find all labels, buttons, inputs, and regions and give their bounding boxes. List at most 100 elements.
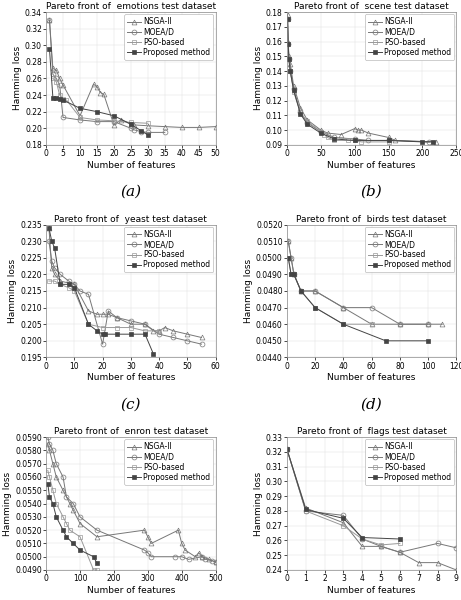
Proposed method [77,105,83,112]
PSO-based [285,16,290,23]
MOEA/D [397,320,402,328]
MOEA/D [341,304,346,311]
MOEA/D [77,116,83,124]
MOEA/D [45,434,51,441]
MOEA/D [304,119,310,127]
PSO-based [156,327,162,334]
Line: PSO-based: PSO-based [284,446,402,547]
PSO-based [94,116,100,124]
Proposed method [291,271,297,278]
NSGA-II [213,123,219,130]
NSGA-II [94,533,100,541]
MOEA/D [288,254,294,262]
MOEA/D [52,264,57,271]
Proposed method [284,445,290,452]
Proposed method [285,41,291,48]
MOEA/D [86,291,91,298]
MOEA/D [148,553,154,560]
NSGA-II [199,553,205,560]
Line: MOEA/D: MOEA/D [284,446,459,555]
Proposed method [288,67,293,74]
PSO-based [66,284,71,291]
NSGA-II [304,116,310,124]
Line: PSO-based: PSO-based [50,76,150,125]
Proposed method [298,287,304,295]
MOEA/D [341,512,346,519]
NSGA-II [151,327,156,334]
MOEA/D [298,287,304,295]
MOEA/D [66,277,71,284]
Proposed method [286,56,292,63]
NSGA-II [184,331,190,338]
Legend: NSGA-II, MOEA/D, PSO-based, Proposed method: NSGA-II, MOEA/D, PSO-based, Proposed met… [124,439,213,485]
PSO-based [369,320,374,328]
PSO-based [397,540,402,547]
MOEA/D [426,139,432,146]
PSO-based [94,566,100,574]
MOEA/D [128,125,134,132]
NSGA-II [98,89,103,96]
PSO-based [64,97,69,104]
MOEA/D [209,557,215,564]
MOEA/D [397,548,402,556]
PSO-based [91,566,96,574]
Line: PSO-based: PSO-based [285,17,391,145]
X-axis label: Number of features: Number of features [87,161,175,170]
NSGA-II [355,127,361,134]
Proposed method [313,304,318,311]
NSGA-II [142,527,147,534]
PSO-based [77,114,83,121]
MOEA/D [71,500,76,507]
MOEA/D [454,544,459,551]
NSGA-II [57,75,62,82]
NSGA-II [162,324,167,331]
NSGA-II [91,80,96,88]
Proposed method [298,110,303,118]
NSGA-II [426,320,431,328]
NSGA-II [148,540,154,547]
Y-axis label: Hamming loss: Hamming loss [254,472,263,536]
Proposed method [100,331,106,338]
PSO-based [67,527,72,534]
NSGA-II [142,320,148,328]
Proposed method [341,515,346,522]
Line: PSO-based: PSO-based [286,256,374,326]
MOEA/D [94,527,100,534]
NSGA-II [318,127,324,134]
MOEA/D [303,508,308,515]
MOEA/D [172,553,178,560]
PSO-based [128,324,134,331]
Legend: NSGA-II, MOEA/D, PSO-based, Proposed method: NSGA-II, MOEA/D, PSO-based, Proposed met… [365,227,454,272]
Proposed method [47,493,52,500]
NSGA-II [47,447,52,454]
Line: NSGA-II: NSGA-II [45,442,218,565]
MOEA/D [60,114,66,121]
Proposed method [420,139,425,146]
Line: MOEA/D: MOEA/D [286,239,431,326]
Legend: NSGA-II, MOEA/D, PSO-based, Proposed method: NSGA-II, MOEA/D, PSO-based, Proposed met… [365,439,454,485]
NSGA-II [176,527,181,534]
PSO-based [57,91,62,98]
MOEA/D [171,334,176,341]
NSGA-II [131,121,137,128]
MOEA/D [156,331,162,338]
NSGA-II [47,17,52,24]
Line: MOEA/D: MOEA/D [285,17,431,145]
MOEA/D [285,41,291,48]
Title: Pareto front of  enron test dataset: Pareto front of enron test dataset [54,427,208,436]
Proposed method [138,127,144,134]
MOEA/D [199,341,204,348]
MOEA/D [288,67,293,74]
NSGA-II [433,139,439,146]
NSGA-II [101,91,106,98]
NSGA-II [60,487,66,494]
Proposed method [318,130,324,137]
MOEA/D [203,556,208,563]
NSGA-II [285,11,290,19]
Proposed method [151,350,156,358]
Proposed method [58,281,63,288]
MOEA/D [100,341,106,348]
PSO-based [286,56,292,63]
MOEA/D [386,137,391,144]
PSO-based [53,500,59,507]
